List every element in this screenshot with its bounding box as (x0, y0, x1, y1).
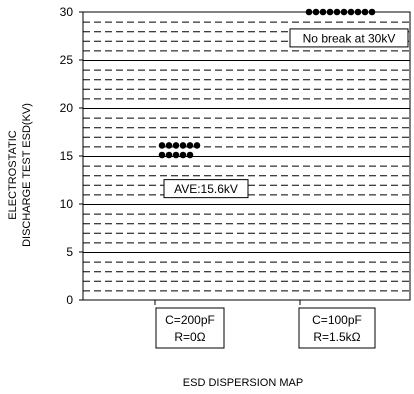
data-point (361, 8, 369, 16)
data-point (172, 151, 180, 159)
data-point (158, 142, 166, 149)
data-point (186, 151, 194, 159)
data-point (347, 8, 355, 16)
category-labels: C=200pF R=0Ω C=100pF R=1.5kΩ (154, 300, 376, 349)
y-tick-label: 5 (66, 245, 73, 259)
category-label-line2: R=0Ω (174, 330, 205, 344)
data-point (333, 8, 341, 16)
y-tick-label: 20 (60, 101, 74, 115)
y-tick-label: 25 (60, 53, 74, 67)
data-point (340, 8, 348, 16)
data-point (165, 151, 173, 159)
data-point (326, 8, 334, 16)
data-point (368, 8, 376, 16)
data-point (354, 8, 362, 16)
data-point (312, 8, 320, 16)
x-axis-label: ESD DISPERSION MAP (183, 377, 303, 389)
category-label-box (298, 307, 376, 349)
category-label-box (155, 307, 225, 349)
annotation-text: No break at 30kV (303, 31, 396, 45)
data-point (179, 142, 187, 149)
y-tick-label: 10 (60, 197, 74, 211)
data-point (186, 142, 194, 149)
y-axis-label-line2: DISCHARGE TEST ESD(KV) (21, 103, 33, 247)
data-points (158, 8, 376, 159)
data-point (179, 151, 187, 159)
annotations: AVE:15.6kV No break at 30kV (163, 28, 409, 199)
y-axis-label-line1: ELECTROSTATIC (7, 130, 19, 219)
y-tick-label: 0 (66, 293, 73, 307)
category-label-line1: C=100pF (312, 313, 362, 327)
data-point (193, 142, 201, 149)
y-tick-label: 15 (60, 149, 74, 163)
data-point (305, 8, 313, 16)
data-point (165, 142, 173, 149)
y-axis-ticks: 0 5 10 15 20 25 30 (60, 5, 83, 307)
category-label-line1: C=200pF (165, 313, 215, 327)
y-tick-label: 30 (60, 5, 74, 19)
annotation-text: AVE:15.6kV (174, 182, 238, 196)
data-point (158, 151, 166, 159)
annotation-box (163, 179, 249, 199)
category-label-line2: R=1.5kΩ (313, 330, 360, 344)
data-point (319, 8, 327, 16)
gridlines (83, 21, 410, 292)
data-point (172, 142, 180, 149)
annotation-box (289, 28, 409, 48)
